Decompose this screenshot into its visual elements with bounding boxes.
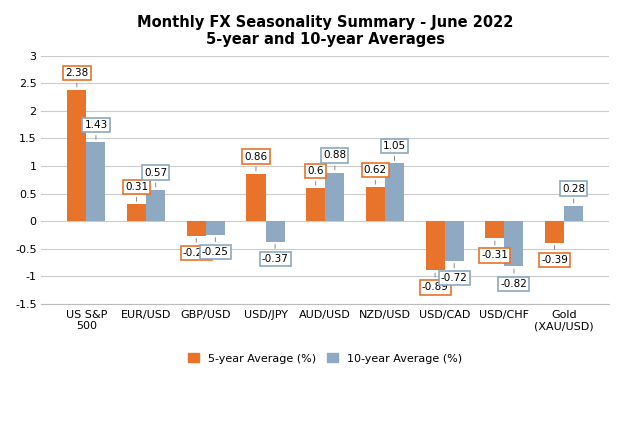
Text: -0.72: -0.72 (441, 264, 467, 283)
Bar (485, 221, 504, 239)
Bar (385, 163, 404, 221)
Bar (426, 221, 445, 270)
Bar (86, 142, 105, 221)
Bar (325, 173, 344, 221)
Text: -0.37: -0.37 (261, 244, 288, 264)
Bar (366, 187, 385, 221)
Text: -0.89: -0.89 (422, 273, 449, 292)
Bar (564, 206, 583, 221)
Bar (266, 221, 285, 242)
Bar (187, 221, 206, 235)
Bar (545, 221, 564, 243)
Bar (306, 188, 325, 221)
Text: 0.62: 0.62 (364, 165, 387, 184)
Text: 0.88: 0.88 (323, 150, 346, 170)
Text: 2.38: 2.38 (66, 68, 89, 87)
Text: 0.31: 0.31 (125, 182, 148, 201)
Bar (246, 174, 266, 221)
Bar (504, 221, 524, 267)
Text: -0.82: -0.82 (500, 269, 527, 289)
Text: 1.05: 1.05 (383, 141, 406, 160)
Text: -0.39: -0.39 (541, 246, 568, 265)
Text: -0.26: -0.26 (183, 239, 210, 258)
Text: 0.6: 0.6 (308, 166, 324, 185)
Text: 1.43: 1.43 (84, 120, 107, 139)
Bar (127, 204, 146, 221)
Text: -0.31: -0.31 (481, 241, 509, 260)
Bar (445, 221, 464, 261)
Bar (146, 190, 165, 221)
Bar (206, 221, 225, 235)
Text: 0.57: 0.57 (144, 168, 167, 187)
Text: 0.86: 0.86 (245, 152, 268, 171)
Title: Monthly FX Seasonality Summary - June 2022
5-year and 10-year Averages: Monthly FX Seasonality Summary - June 20… (137, 15, 514, 48)
Bar (67, 90, 86, 221)
Legend: 5-year Average (%), 10-year Average (%): 5-year Average (%), 10-year Average (%) (183, 349, 467, 368)
Text: -0.25: -0.25 (202, 238, 229, 257)
Text: 0.28: 0.28 (562, 184, 585, 203)
